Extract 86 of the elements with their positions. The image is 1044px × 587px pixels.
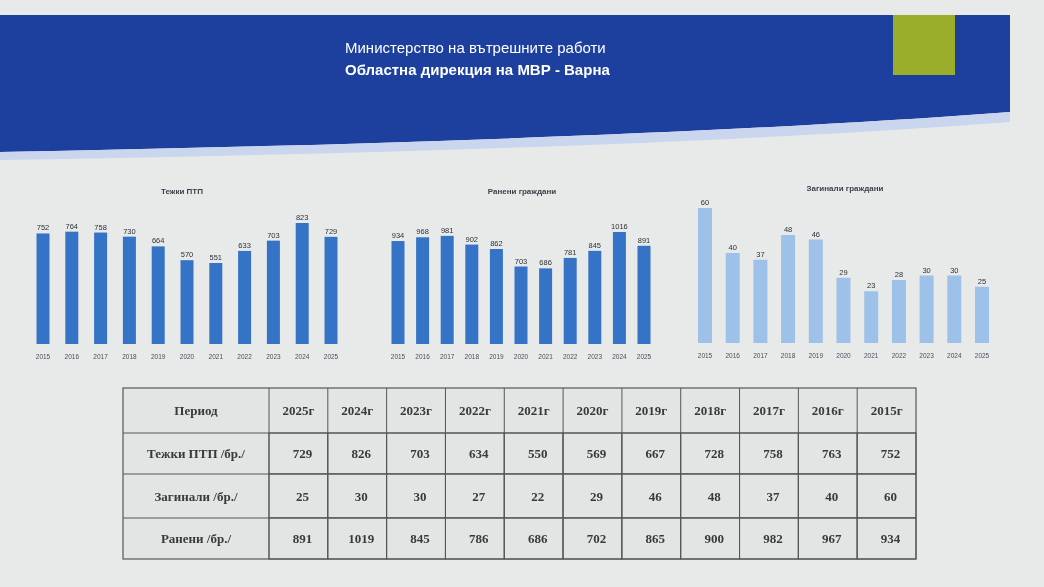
x-tick-label: 2015г bbox=[870, 403, 903, 418]
data-label: 729 bbox=[292, 446, 313, 461]
bar bbox=[180, 260, 194, 344]
data-label: 37 bbox=[766, 488, 780, 504]
x-tick-label: 2019г bbox=[635, 403, 668, 418]
data-label: 758 bbox=[763, 446, 784, 461]
data-label: 982 bbox=[763, 531, 783, 546]
chart-title: Ранени граждани bbox=[487, 187, 557, 196]
bar bbox=[637, 245, 651, 344]
bar bbox=[753, 259, 768, 343]
data-label: 702 bbox=[586, 531, 607, 546]
bar bbox=[391, 241, 405, 344]
bar bbox=[416, 237, 430, 344]
x-axis-title: Период bbox=[174, 403, 219, 418]
bar bbox=[94, 232, 108, 344]
data-label: 30 bbox=[354, 488, 368, 504]
data-label: 891 bbox=[292, 531, 313, 546]
bar bbox=[295, 223, 309, 344]
bar bbox=[612, 232, 626, 344]
data-label: 786 bbox=[469, 531, 490, 546]
bar bbox=[698, 208, 712, 343]
data-label: 752 bbox=[880, 446, 901, 461]
data-label: 27 bbox=[472, 488, 486, 504]
data-label: 40 bbox=[825, 488, 839, 504]
bar bbox=[975, 286, 989, 343]
data-label: 900 bbox=[704, 531, 724, 546]
data-label: 728 bbox=[704, 446, 725, 461]
data-label: 48 bbox=[707, 488, 722, 504]
chart-title: Тежки ПТП bbox=[160, 187, 204, 196]
bar bbox=[781, 235, 796, 343]
data-label: 25 bbox=[295, 488, 310, 504]
data-label: 967 bbox=[822, 531, 843, 546]
bar bbox=[808, 239, 823, 343]
data-label: 845 bbox=[410, 531, 431, 546]
data-label: 46 bbox=[648, 488, 663, 504]
bar bbox=[65, 231, 79, 344]
bar bbox=[489, 248, 503, 344]
data-label: 30 bbox=[413, 488, 427, 504]
x-tick-label: 2022г bbox=[458, 403, 491, 418]
bar bbox=[209, 262, 223, 344]
data-label: 763 bbox=[822, 446, 843, 461]
bar bbox=[836, 277, 851, 343]
data-label: 29 bbox=[590, 488, 604, 504]
bar bbox=[266, 240, 280, 344]
bar bbox=[465, 244, 479, 344]
y-tick-label: Загинали /бр./ bbox=[154, 488, 238, 504]
y-tick-label: Ранени /бр./ bbox=[160, 531, 232, 546]
x-tick-label: 2017г bbox=[753, 403, 785, 418]
x-tick-label: 2018г bbox=[694, 403, 727, 418]
bar bbox=[919, 275, 934, 343]
data-label: 826 bbox=[351, 446, 372, 461]
bar bbox=[563, 257, 577, 344]
data-label: 865 bbox=[645, 531, 666, 546]
x-tick-label: 2024г bbox=[341, 403, 374, 418]
bar bbox=[122, 236, 136, 344]
data-label: 667 bbox=[645, 446, 666, 461]
bar bbox=[324, 236, 338, 344]
bar bbox=[440, 235, 454, 344]
bar bbox=[725, 253, 740, 343]
x-tick-label: 2016г bbox=[811, 403, 844, 418]
x-tick-label: 2021г bbox=[517, 403, 550, 418]
y-tick-label: Тежки ПТП /бр./ bbox=[147, 446, 246, 461]
data-label: 703 bbox=[410, 446, 431, 461]
text: Министерство на вътрешните работи bbox=[345, 39, 606, 56]
bar bbox=[947, 275, 962, 343]
bar bbox=[514, 266, 528, 344]
x-tick-label: 2025г bbox=[282, 403, 315, 418]
bar bbox=[891, 280, 906, 343]
bar bbox=[36, 233, 50, 344]
text: Областна дирекция на МВР - Варна bbox=[345, 61, 611, 78]
data-label: 60 bbox=[884, 488, 898, 504]
data-label: 686 bbox=[527, 531, 548, 546]
x-tick-label: 2023г bbox=[400, 403, 433, 418]
bar bbox=[151, 246, 165, 344]
bar bbox=[539, 268, 553, 344]
bar bbox=[588, 250, 602, 344]
data-label: 550 bbox=[527, 446, 548, 461]
data-label: 1019 bbox=[348, 531, 375, 546]
chart-title: Загинали граждани bbox=[806, 184, 884, 193]
data-label: 634 bbox=[469, 446, 490, 461]
data-label: 22 bbox=[531, 488, 545, 504]
data-label: 934 bbox=[880, 531, 901, 546]
bar bbox=[864, 291, 879, 343]
data-label: 569 bbox=[586, 446, 607, 461]
x-tick-label: 2020г bbox=[576, 403, 609, 418]
bar bbox=[238, 250, 252, 344]
